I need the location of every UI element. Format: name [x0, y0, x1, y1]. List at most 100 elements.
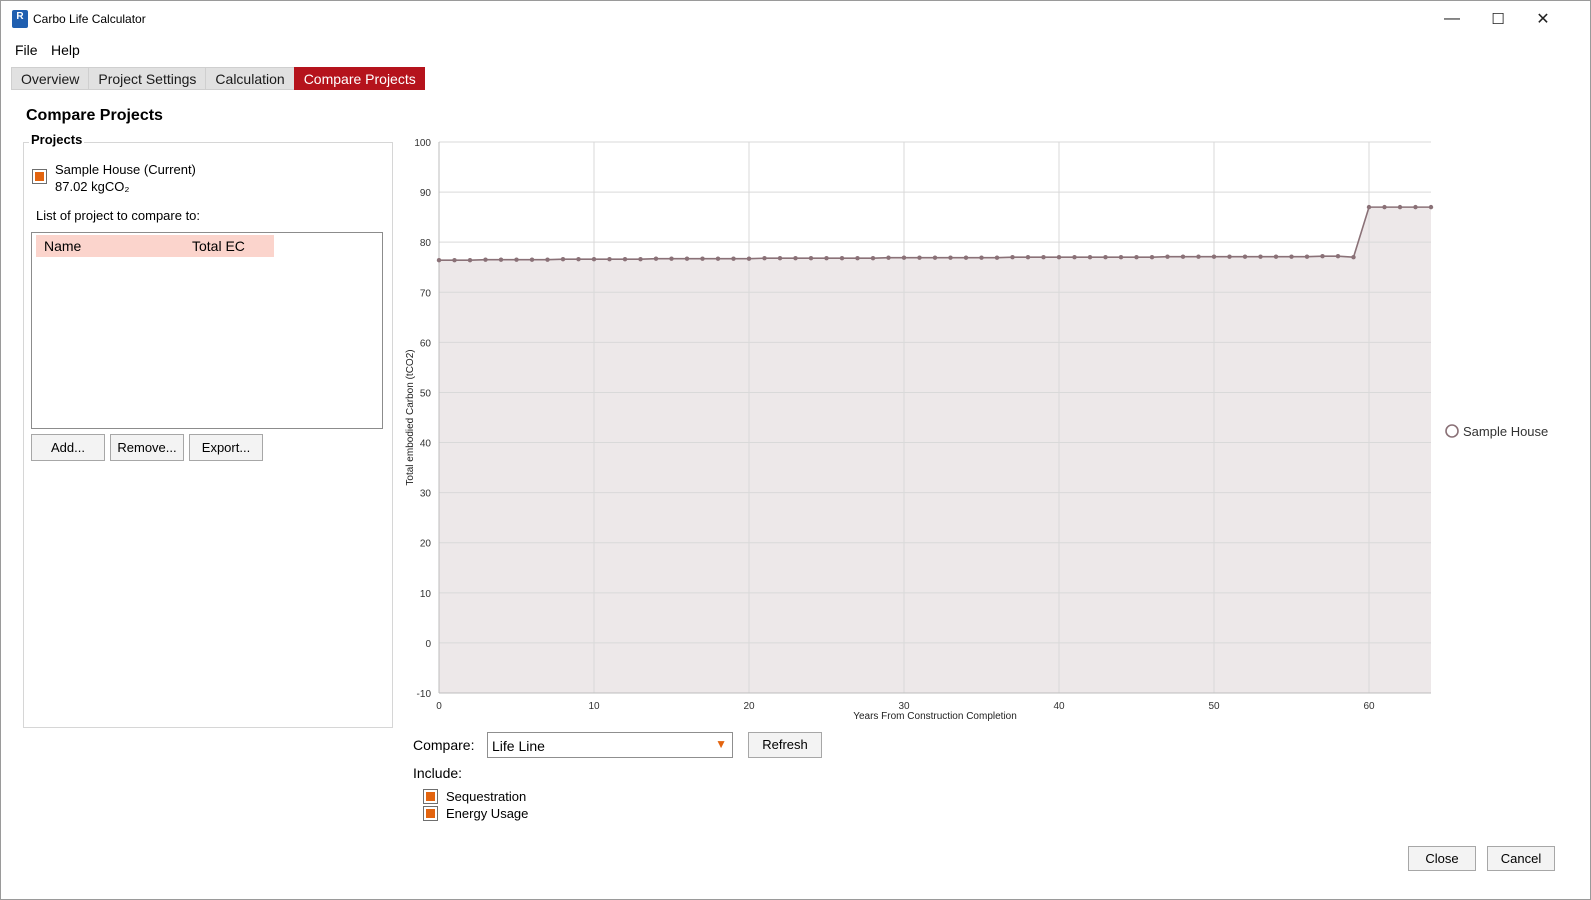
data-point [1289, 254, 1294, 259]
data-point [777, 256, 783, 261]
data-point [1413, 204, 1418, 210]
energy-usage-checkbox[interactable] [423, 806, 438, 821]
menu-file[interactable]: File [15, 42, 38, 58]
legend-label: Sample House [1463, 424, 1548, 439]
data-point [576, 257, 581, 262]
title-bar[interactable]: R Carbo Life Calculator — ☐ ✕ [1, 1, 1590, 37]
data-point [1041, 255, 1046, 260]
data-point [1211, 254, 1217, 259]
compare-select-value: Life Line [492, 738, 545, 754]
data-point [994, 255, 1000, 260]
data-point [452, 258, 457, 263]
y-tick-label: 70 [420, 288, 432, 299]
y-tick-label: 100 [414, 138, 431, 149]
data-point [870, 256, 876, 261]
data-point [607, 257, 612, 262]
x-tick-label: 0 [436, 701, 442, 712]
data-point [932, 255, 938, 260]
data-point [1227, 254, 1232, 259]
data-point [1118, 255, 1124, 260]
minimize-icon[interactable]: — [1444, 10, 1460, 27]
page-title: Compare Projects [26, 107, 163, 124]
list-header: Name Total EC [36, 235, 274, 257]
data-point [653, 256, 659, 261]
data-point [855, 256, 860, 261]
menu-help[interactable]: Help [51, 42, 80, 58]
chart-container: -10 0 10 20 30 40 50 60 70 80 90 100 0 10 20 30 40 50 60 Ye… [399, 129, 1559, 729]
current-project-value: 87.02 kgCO₂ [55, 179, 130, 194]
data-point [824, 256, 829, 261]
data-point [684, 256, 690, 261]
chevron-down-icon[interactable]: ▼ [715, 737, 727, 751]
current-project-checkbox[interactable] [32, 169, 47, 184]
column-header-name[interactable]: Name [44, 238, 82, 254]
data-point [1134, 255, 1139, 260]
y-tick-label: 50 [420, 388, 432, 399]
data-point [1366, 204, 1372, 210]
tab-compare-projects[interactable]: Compare Projects [293, 67, 425, 90]
compare-list-caption: List of project to compare to: [36, 208, 201, 223]
y-tick-label: 0 [425, 639, 431, 650]
x-tick-label: 30 [898, 701, 910, 712]
data-point [1351, 255, 1356, 260]
app-logo-icon: R [12, 10, 28, 28]
add-button[interactable]: Add... [31, 434, 105, 461]
data-point [1103, 255, 1108, 260]
data-point [1335, 254, 1341, 259]
y-tick-label: 20 [420, 539, 432, 550]
data-point [1382, 204, 1387, 210]
data-point [1258, 254, 1263, 259]
column-header-total-ec[interactable]: Total EC [192, 238, 245, 254]
y-tick-label: 30 [420, 489, 432, 500]
x-axis-label: Years From Construction Completion [853, 711, 1017, 722]
x-tick-label: 50 [1208, 701, 1220, 712]
data-point [1180, 254, 1186, 259]
legend-marker [1445, 424, 1459, 438]
tab-project-settings[interactable]: Project Settings [88, 67, 206, 90]
data-point [793, 256, 798, 261]
data-point [886, 255, 891, 260]
maximize-icon[interactable]: ☐ [1491, 11, 1505, 28]
y-axis-label: Total embodied Carbon (tCO2) [405, 349, 416, 485]
cancel-button[interactable]: Cancel [1487, 846, 1555, 871]
data-point [1242, 254, 1248, 259]
refresh-button[interactable]: Refresh [748, 732, 822, 758]
data-point [638, 257, 643, 262]
data-point [808, 256, 814, 261]
close-button[interactable]: Close [1408, 846, 1476, 871]
tab-calculation[interactable]: Calculation [205, 67, 294, 90]
data-point [545, 257, 550, 262]
data-point [1010, 255, 1015, 260]
compare-project-list[interactable]: Name Total EC [31, 232, 383, 429]
data-point [1273, 254, 1279, 259]
data-point [901, 255, 907, 260]
data-point [436, 258, 442, 263]
remove-button[interactable]: Remove... [110, 434, 184, 461]
x-tick-label: 20 [743, 701, 755, 712]
data-point [1025, 255, 1031, 260]
tab-overview[interactable]: Overview [11, 67, 89, 90]
series-line [439, 206, 1431, 262]
y-tick-label: 80 [420, 238, 432, 249]
data-point [715, 256, 721, 261]
data-point [622, 257, 628, 262]
x-tick-label: 40 [1053, 701, 1065, 712]
data-point [529, 257, 535, 262]
y-tick-label: 60 [420, 338, 432, 349]
data-point [1428, 204, 1434, 210]
data-point [917, 255, 922, 260]
y-tick-label: 40 [420, 439, 432, 450]
data-point [560, 257, 566, 262]
compare-select[interactable]: Life Line ▼ [487, 732, 733, 758]
tab-bar: Overview Project Settings Calculation Co… [11, 67, 425, 90]
close-icon[interactable]: ✕ [1536, 11, 1550, 28]
sequestration-checkbox[interactable] [423, 789, 438, 804]
data-point [467, 258, 473, 263]
y-tick-label: 90 [420, 188, 432, 199]
sequestration-label: Sequestration [446, 789, 527, 804]
energy-usage-label: Energy Usage [446, 806, 529, 821]
projects-group-label: Projects [29, 132, 85, 147]
data-point [1165, 254, 1170, 259]
export-button[interactable]: Export... [189, 434, 263, 461]
